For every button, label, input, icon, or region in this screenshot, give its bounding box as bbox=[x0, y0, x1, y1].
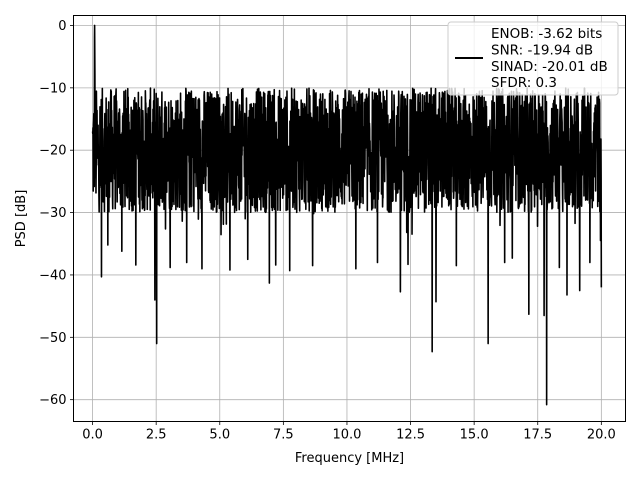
y-tick-label: −30 bbox=[39, 206, 66, 221]
x-tick-label: 0.0 bbox=[82, 428, 103, 443]
y-tick-label: −10 bbox=[39, 81, 66, 96]
x-tick-label: 20.0 bbox=[587, 428, 616, 443]
x-axis: 0.0 2.5 5.0 7.5 10.0 12.5 15.0 17.5 20.0 bbox=[82, 421, 616, 443]
x-tick-label: 17.5 bbox=[523, 428, 552, 443]
x-tick-label: 15.0 bbox=[460, 428, 489, 443]
legend-box bbox=[447, 21, 619, 96]
legend-label-line: ENOB: -3.62 bits bbox=[491, 26, 602, 42]
legend-label-line: SFDR: 0.3 bbox=[491, 75, 557, 91]
y-tick-label: −20 bbox=[39, 144, 66, 159]
y-tick-label: 0 bbox=[58, 19, 66, 34]
legend-label: ENOB: -3.62 bits SNR: -19.94 dB SINAD: -20… bbox=[491, 26, 608, 91]
legend-label-line: SINAD: -20.01 dB bbox=[491, 59, 608, 75]
plot-frame bbox=[73, 15, 626, 422]
y-tick-label: −50 bbox=[39, 331, 66, 346]
legend-label-line: SNR: -19.94 dB bbox=[491, 42, 593, 58]
y-axis-label: PSD [dB] bbox=[14, 190, 29, 248]
legend: ENOB: -3.62 bits SNR: -19.94 dB SINAD: -20… bbox=[447, 21, 619, 96]
y-tick-label: −40 bbox=[39, 268, 66, 283]
x-tick-label: 12.5 bbox=[396, 428, 425, 443]
x-axis-label: Frequency [MHz] bbox=[295, 451, 404, 466]
x-tick-label: 7.5 bbox=[273, 428, 294, 443]
x-tick-label: 10.0 bbox=[332, 428, 361, 443]
y-axis: 0 −10 −20 −30 −40 −50 −60 bbox=[39, 19, 74, 408]
x-tick-label: 2.5 bbox=[146, 428, 167, 443]
x-tick-label: 5.0 bbox=[209, 428, 230, 443]
y-tick-label: −60 bbox=[39, 393, 66, 408]
